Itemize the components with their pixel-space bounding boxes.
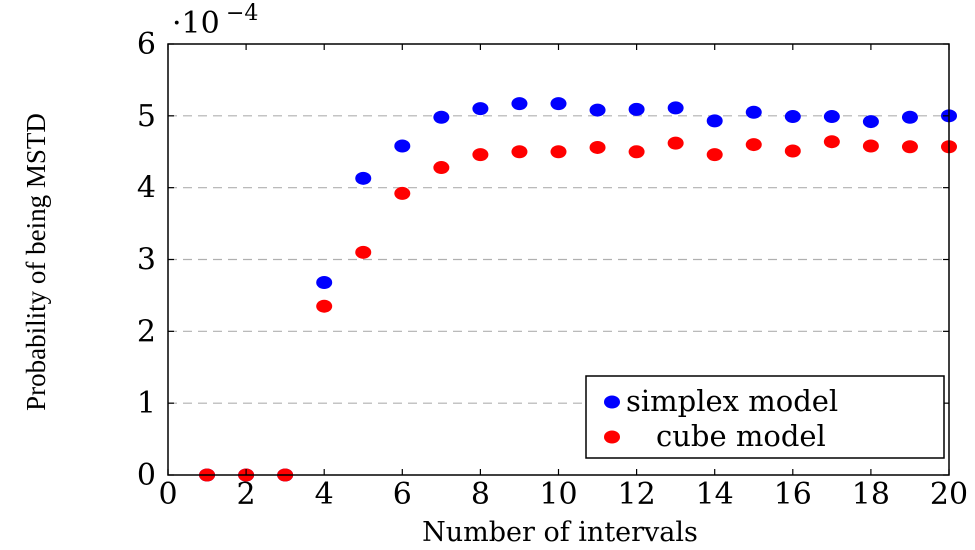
x-tick-label: 16 xyxy=(774,477,812,512)
x-tick-label: 2 xyxy=(237,477,256,512)
x-tick-label: 10 xyxy=(539,477,577,512)
data-point xyxy=(706,114,723,128)
data-point xyxy=(667,101,684,115)
y-multiplier: ·10 xyxy=(172,6,220,41)
data-point xyxy=(901,140,918,154)
x-tick-label: 6 xyxy=(393,477,412,512)
y-tick-label: 5 xyxy=(137,99,156,134)
x-tick-label: 12 xyxy=(618,477,656,512)
legend-marker-simplex xyxy=(604,395,620,409)
legend-entry-simplex: simplex model xyxy=(604,384,838,418)
data-point xyxy=(745,138,762,152)
data-point xyxy=(901,110,918,124)
data-point xyxy=(589,103,606,117)
data-point xyxy=(784,110,801,124)
data-point xyxy=(628,145,645,159)
x-tick-label: 8 xyxy=(471,477,490,512)
data-point xyxy=(511,145,528,159)
data-point xyxy=(667,136,684,150)
data-point xyxy=(433,161,450,175)
y-tick-label: 6 xyxy=(137,27,156,62)
series-cube xyxy=(199,135,957,482)
data-point xyxy=(511,97,528,111)
data-point xyxy=(706,148,723,162)
y-tick-label: 0 xyxy=(137,458,156,493)
data-point xyxy=(316,275,333,289)
data-point xyxy=(394,186,411,200)
data-point xyxy=(316,299,333,313)
data-point xyxy=(472,148,489,162)
data-point xyxy=(355,171,372,185)
data-point xyxy=(862,139,879,153)
y-axis-label: Probability of being MSTD xyxy=(21,113,51,411)
y-tick-label: 4 xyxy=(137,171,156,206)
data-point xyxy=(862,115,879,129)
legend: simplex model cube model xyxy=(585,375,945,459)
x-tick-label: 20 xyxy=(930,477,968,512)
data-point xyxy=(550,97,567,111)
grid-lines xyxy=(168,115,949,404)
data-point xyxy=(784,144,801,158)
x-tick-label: 4 xyxy=(315,477,334,512)
legend-label-simplex: simplex model xyxy=(626,384,838,418)
x-tick-label: 14 xyxy=(696,477,734,512)
y-multiplier-exponent: −4 xyxy=(226,1,258,26)
data-point xyxy=(550,145,567,159)
y-tick-label: 1 xyxy=(137,386,156,421)
x-tick-label: 18 xyxy=(852,477,890,512)
legend-box xyxy=(585,375,945,459)
data-point xyxy=(355,245,372,259)
data-point xyxy=(433,110,450,124)
legend-label-cube: cube model xyxy=(656,419,826,453)
data-point xyxy=(628,102,645,116)
legend-marker-cube xyxy=(604,430,620,444)
x-axis-label: Number of intervals xyxy=(422,517,698,548)
data-point xyxy=(823,110,840,124)
data-point xyxy=(745,105,762,119)
data-point xyxy=(589,140,606,154)
data-point xyxy=(823,135,840,149)
data-point xyxy=(394,139,411,153)
x-tick-label: 0 xyxy=(158,477,177,512)
data-point xyxy=(472,102,489,116)
y-tick-label: 3 xyxy=(137,243,156,278)
legend-entry-cube: cube model xyxy=(604,419,826,453)
y-tick-label: 2 xyxy=(137,314,156,349)
